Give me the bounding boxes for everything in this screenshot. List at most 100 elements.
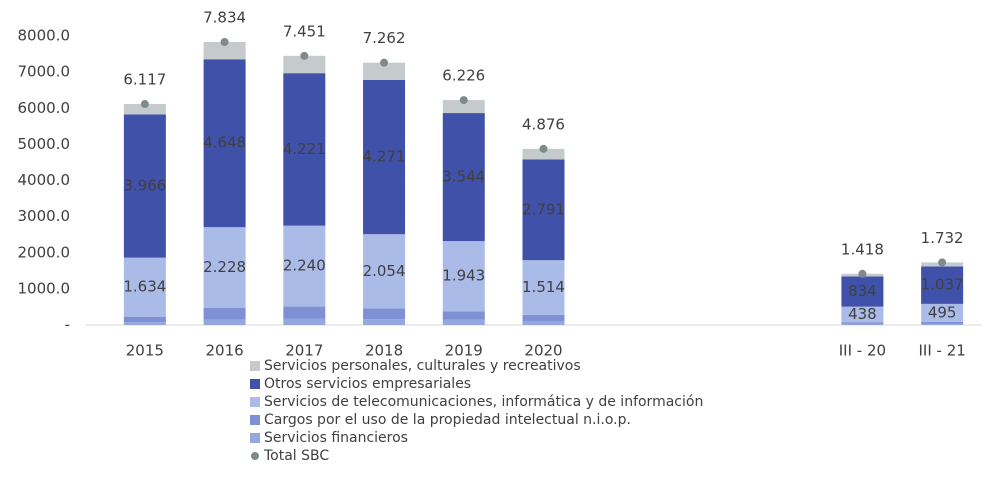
total-dot: [300, 51, 309, 60]
bar-segment: [283, 306, 326, 319]
bar-segment: [203, 307, 246, 320]
total-label: 1.418: [841, 240, 884, 258]
bar-segment: [442, 113, 485, 242]
legend-label: Cargos por el uso de la propiedad intele…: [264, 412, 631, 428]
legend-label: Servicios financieros: [264, 430, 408, 446]
total-label: 7.262: [363, 29, 406, 47]
bar-segment: [363, 234, 406, 309]
bar-segment: [921, 303, 964, 322]
bar-segment: [841, 322, 884, 324]
total-dot: [858, 269, 867, 278]
data-label: 2.228: [203, 258, 246, 276]
bar-segment: [123, 114, 166, 258]
bar-segment: [123, 322, 166, 325]
y-tick-label: 7000.0: [18, 63, 71, 81]
data-label: 4.221: [283, 140, 326, 158]
x-tick-label: 2020: [524, 342, 562, 360]
bar-segment: [442, 241, 485, 312]
total-label: 7.451: [283, 22, 326, 40]
bar-segment: [283, 318, 326, 325]
y-tick-label: 4000.0: [18, 171, 71, 189]
x-tick-label: 2019: [445, 342, 483, 360]
data-label: 3.544: [442, 168, 485, 186]
bar-segment: [442, 311, 485, 320]
legend-label: Otros servicios empresariales: [264, 376, 471, 392]
bar-segment: [283, 55, 326, 74]
total-label: 6.117: [123, 71, 166, 89]
legend-label: Total SBC: [263, 448, 329, 464]
bar-segment: [123, 104, 166, 115]
total-label: 6.226: [442, 67, 485, 85]
y-tick-label: -: [65, 316, 70, 334]
total-label: 7.834: [203, 8, 246, 26]
x-tick-label: 2017: [285, 342, 323, 360]
bar-segment: [363, 319, 406, 325]
data-label: 3.966: [123, 177, 166, 195]
data-label: 2.240: [283, 257, 326, 275]
y-tick-label: 2000.0: [18, 243, 71, 261]
data-label: 2.791: [522, 200, 565, 218]
x-tick-label: III - 20: [839, 342, 886, 360]
y-tick-label: 6000.0: [18, 99, 71, 117]
bar-segment: [442, 100, 485, 114]
data-label: 4.271: [363, 148, 406, 166]
bar-segment: [363, 62, 406, 80]
x-tick-label: 2015: [126, 342, 164, 360]
bar-segment: [203, 319, 246, 325]
data-label: 438: [848, 305, 877, 323]
legend-swatch: [251, 452, 259, 460]
data-label: 495: [928, 303, 957, 321]
y-tick-label: 1000.0: [18, 279, 71, 297]
legend-swatch: [250, 433, 260, 443]
total-dot: [539, 144, 548, 153]
legend-label: Servicios de telecomunicaciones, informá…: [264, 394, 703, 410]
y-tick-label: 8000.0: [18, 27, 71, 45]
total-dot: [459, 96, 468, 105]
data-label: 1.514: [522, 278, 565, 296]
total-dot: [140, 100, 149, 109]
data-label: 4.648: [203, 134, 246, 152]
data-label: 1.037: [921, 276, 964, 294]
bar-segment: [283, 73, 326, 226]
bar-segment: [921, 321, 964, 324]
bar-segment: [921, 323, 964, 325]
total-label: 1.732: [921, 229, 964, 247]
bar-segment: [522, 314, 565, 322]
legend-swatch: [250, 379, 260, 389]
y-tick-label: 5000.0: [18, 135, 71, 153]
bar-segment: [283, 225, 326, 307]
total-dot: [220, 37, 229, 46]
bar-segment: [522, 321, 565, 325]
x-tick-label: 2016: [205, 342, 243, 360]
bar-segment: [522, 260, 565, 315]
legend-swatch: [250, 415, 260, 425]
bar-segment: [841, 306, 884, 323]
data-label: 1.943: [442, 267, 485, 285]
bar-segment: [123, 316, 166, 323]
bar-segment: [203, 59, 246, 228]
bar-segment: [203, 227, 246, 308]
legend-label: Servicios personales, culturales y recre…: [264, 358, 581, 374]
total-label: 4.876: [522, 115, 565, 133]
bar-segment: [841, 276, 884, 307]
bar-segment: [363, 308, 406, 320]
bar-segment: [363, 79, 406, 235]
total-dot: [380, 58, 389, 67]
x-tick-label: 2018: [365, 342, 403, 360]
y-tick-label: 3000.0: [18, 207, 71, 225]
bar-segment: [522, 159, 565, 261]
bar-segment: [522, 148, 565, 160]
legend-swatch: [250, 361, 260, 371]
total-dot: [938, 258, 947, 267]
data-label: 1.634: [123, 278, 166, 296]
x-tick-label: III - 21: [918, 342, 965, 360]
data-label: 834: [848, 282, 877, 300]
bar-segment: [123, 257, 166, 317]
legend-swatch: [250, 397, 260, 407]
bar-segment: [921, 266, 964, 304]
bar-segment: [841, 323, 884, 325]
bar-segment: [203, 41, 246, 60]
bar-segment: [442, 319, 485, 325]
data-label: 2.054: [363, 262, 406, 280]
